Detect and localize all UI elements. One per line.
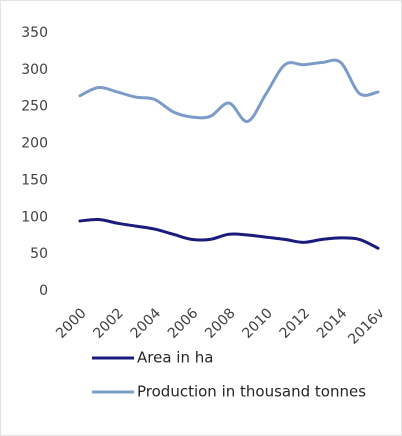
y-tick-label: 250 — [21, 99, 48, 115]
series-line — [78, 58, 380, 123]
legend-label: Production in thousand tonnes — [137, 383, 366, 401]
y-tick-label: 0 — [39, 283, 48, 299]
y-tick-label: 350 — [21, 25, 48, 41]
y-tick-label: 150 — [21, 172, 48, 188]
y-tick-label: 50 — [30, 246, 48, 262]
y-tick-label: 300 — [21, 62, 48, 78]
legend-label: Area in ha — [137, 349, 213, 367]
y-tick-label: 200 — [21, 136, 48, 152]
series-line — [78, 217, 380, 250]
y-tick-label: 100 — [21, 209, 48, 225]
